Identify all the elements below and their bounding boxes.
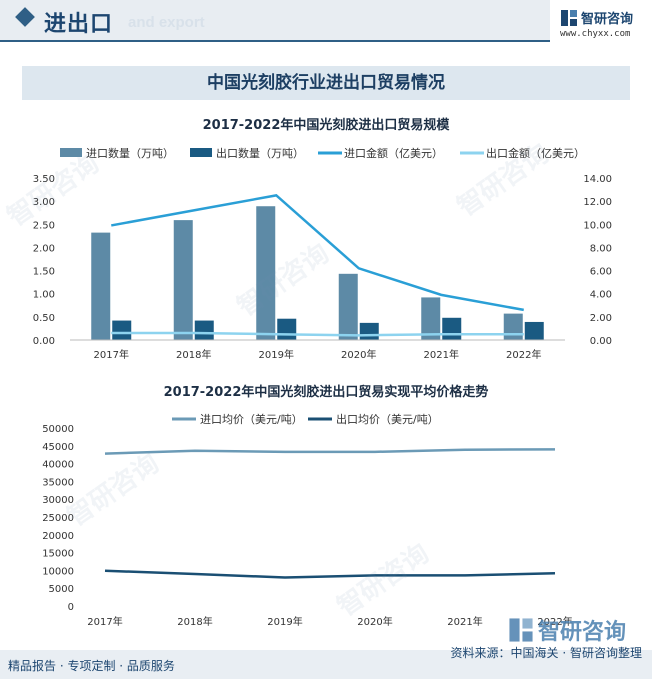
y-left-tick-label: 3.00 — [33, 197, 55, 208]
trade-scale-chart: 2017-2022年中国光刻胶进出口贸易规模 进口数量（万吨） 出口数量（万吨）进… — [33, 117, 612, 361]
header-underline — [0, 40, 550, 42]
footer-brand-name: 智研咨询 — [537, 620, 626, 645]
y-left-tick-label: 1.50 — [33, 267, 55, 278]
legend-label: 出口金额（亿美元） — [486, 146, 585, 160]
y-right-tick-label: 10.00 — [583, 220, 612, 231]
brand-url[interactable]: www.chyxx.com — [560, 29, 631, 39]
x-tick-label: 2018年 — [177, 615, 212, 628]
chart1-legend: 进口数量（万吨） 出口数量（万吨） 进口金额（亿美元） 出口金额（亿美元） — [60, 146, 585, 160]
export-price-line — [104, 569, 556, 579]
y-right-tick-label: 8.00 — [590, 243, 612, 254]
header-bar: 进出口 and export — [0, 0, 652, 46]
footer-source: 资料来源：中国海关 · 智研咨询整理 — [450, 646, 642, 660]
y-tick-label: 45000 — [42, 442, 74, 453]
page-title: 进出口 — [44, 12, 114, 37]
brand-name: 智研咨询 — [581, 12, 634, 27]
import-qty-bar — [256, 206, 276, 340]
y-right-tick-label: 6.00 — [590, 267, 612, 278]
import-qty-bar — [421, 297, 441, 340]
footer-brand: 智研咨询 — [508, 614, 626, 646]
y-tick-label: 25000 — [42, 513, 74, 524]
footer-tagline: 精品报告 · 专项定制 · 品质服务 — [8, 659, 175, 673]
y-tick-label: 15000 — [42, 549, 74, 560]
x-tick-label: 2021年 — [424, 348, 459, 361]
y-tick-label: 35000 — [42, 477, 74, 488]
y-right-tick-label: 12.00 — [583, 197, 612, 208]
legend-label: 出口均价（美元/吨） — [336, 412, 439, 426]
export-qty-bar — [277, 318, 297, 340]
x-tick-label: 2019年 — [259, 348, 294, 361]
brand-block: 智研咨询 www.chyxx.com — [560, 8, 648, 39]
y-right-tick-label: 14.00 — [583, 174, 612, 185]
import-qty-bar — [503, 313, 523, 340]
chart1-x-axis: 2017年 2018年 2019年 2020年 2021年 2022年 — [70, 339, 565, 361]
chart1-right-axis: 0.00 2.00 4.00 6.00 8.00 10.00 12.00 14.00 — [583, 174, 612, 347]
chart2-title: 2017-2022年中国光刻胶进出口贸易实现平均价格走势 — [164, 384, 489, 400]
export-qty-bar — [359, 322, 379, 340]
x-tick-label: 2022年 — [506, 348, 541, 361]
y-tick-label: 0 — [68, 602, 74, 613]
legend-label: 出口数量（万吨） — [216, 146, 304, 160]
page-subtitle-en: and export — [128, 14, 205, 31]
y-left-tick-label: 2.00 — [33, 243, 55, 254]
chart1-bars — [91, 206, 544, 340]
y-tick-label: 20000 — [42, 531, 74, 542]
import-qty-bar — [91, 232, 111, 340]
legend-swatch — [190, 148, 212, 157]
x-tick-label: 2020年 — [341, 348, 376, 361]
y-tick-label: 50000 — [42, 424, 74, 435]
header-band — [0, 0, 550, 40]
x-tick-label: 2020年 — [357, 615, 392, 628]
brand-logo-icon — [509, 618, 533, 642]
y-tick-label: 5000 — [49, 584, 74, 595]
brand-logo-icon — [561, 9, 577, 26]
legend-label: 进口数量（万吨） — [86, 147, 174, 160]
y-tick-label: 30000 — [42, 495, 74, 506]
export-qty-bar — [112, 320, 132, 340]
x-tick-label: 2022年 — [537, 615, 572, 628]
chart2-lines — [104, 448, 556, 579]
y-left-tick-label: 1.00 — [33, 290, 55, 301]
legend-swatch — [60, 148, 82, 157]
import-qty-bar — [173, 220, 193, 340]
legend-label: 进口均价（美元/吨） — [200, 413, 303, 426]
import-amount-line — [111, 194, 524, 312]
y-left-tick-label: 0.50 — [33, 313, 55, 324]
y-tick-label: 40000 — [42, 460, 74, 471]
chart1-left-axis: 0.00 0.50 1.00 1.50 2.00 2.50 3.00 3.50 — [33, 174, 55, 347]
chart2-y-axis: 0 5000 10000 15000 20000 25000 30000 35000 40000… — [42, 424, 74, 613]
y-left-tick-label: 2.50 — [33, 220, 55, 231]
export-qty-bar — [194, 320, 214, 340]
x-tick-label: 2019年 — [267, 615, 302, 628]
y-right-tick-label: 0.00 — [590, 336, 612, 347]
y-tick-label: 10000 — [42, 566, 74, 577]
x-tick-label: 2017年 — [87, 615, 122, 628]
export-amount-line — [111, 331, 524, 337]
chart1-lines — [111, 194, 524, 337]
section-banner: 中国光刻胶行业进出口贸易情况 — [22, 66, 630, 100]
x-tick-label: 2021年 — [447, 615, 482, 628]
export-qty-bar — [442, 317, 462, 340]
y-left-tick-label: 0.00 — [33, 336, 55, 347]
footer-bar: 精品报告 · 专项定制 · 品质服务 资料来源：中国海关 · 智研咨询整理 — [0, 646, 652, 679]
chart2-legend: 进口均价（美元/吨） 出口均价（美元/吨） — [172, 412, 439, 426]
import-qty-bar — [338, 273, 358, 340]
y-left-tick-label: 3.50 — [33, 174, 55, 185]
y-right-tick-label: 2.00 — [590, 313, 612, 324]
export-qty-bar — [524, 321, 544, 340]
import-price-line — [104, 448, 556, 455]
x-tick-label: 2017年 — [94, 348, 129, 361]
x-tick-label: 2018年 — [176, 348, 211, 361]
chart1-title: 2017-2022年中国光刻胶进出口贸易规模 — [203, 117, 451, 133]
legend-label: 进口金额（亿美元） — [344, 146, 443, 160]
y-right-tick-label: 4.00 — [590, 290, 612, 301]
chart2-x-axis: 2017年 2018年 2019年 2020年 2021年 2022年 — [87, 615, 572, 628]
avg-price-chart: 2017-2022年中国光刻胶进出口贸易实现平均价格走势 进口均价（美元/吨） 出… — [42, 384, 573, 628]
